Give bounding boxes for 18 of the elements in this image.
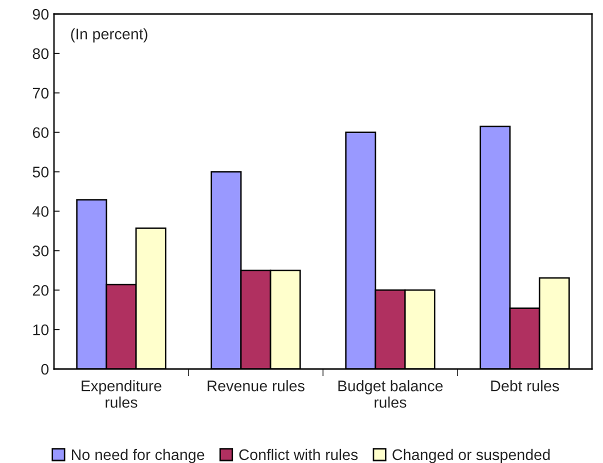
legend-label: No need for change [72, 448, 204, 463]
y-tick-label: 70 [32, 88, 49, 99]
y-tick-label: 20 [32, 284, 49, 296]
x-tick-label: Expenditure rules [82, 380, 162, 408]
x-tick-label: Debt rules [491, 380, 560, 392]
y-tick-label: 60 [32, 127, 49, 138]
y-tick-label: 10 [33, 324, 49, 336]
x-tick-label: Budget balance rules [338, 380, 443, 408]
y-tick-label: 40 [32, 206, 49, 217]
y-tick-label: 30 [32, 246, 49, 256]
legend-label: Conflict with rules [239, 448, 358, 460]
y-tick-label: 80 [32, 48, 49, 60]
x-tick-label: Revenue rules [208, 380, 304, 392]
y-tick-label: 50 [32, 166, 49, 178]
y-tick-label: 0 [41, 364, 49, 375]
legend-label: Changed or suspended [392, 448, 550, 463]
y-tick-label: 90 [32, 8, 49, 20]
annotation: (In percent) [71, 28, 148, 42]
